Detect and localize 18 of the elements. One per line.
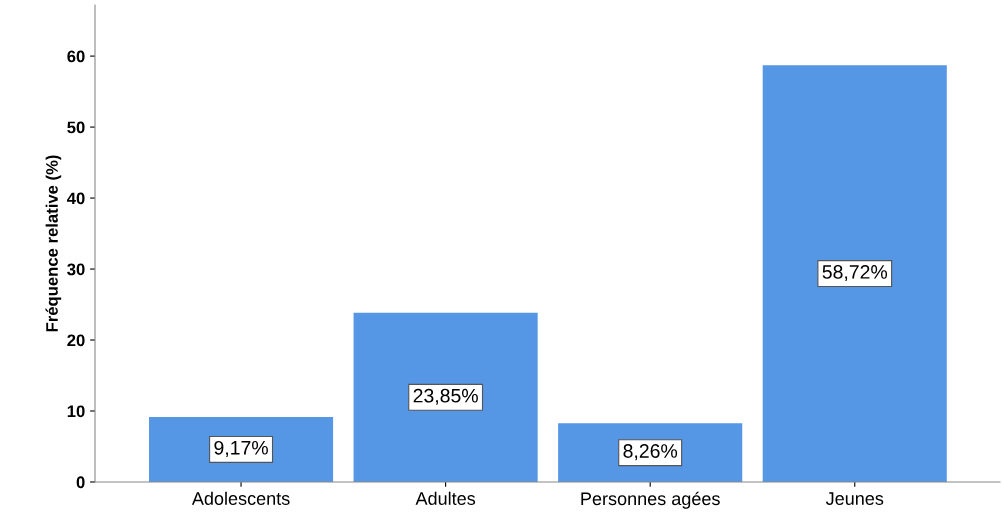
x-tick-label: Personnes agées xyxy=(581,491,720,509)
y-tick-label: 40 xyxy=(66,192,85,205)
data-label: 9,17% xyxy=(214,440,268,457)
y-tick-label: 60 xyxy=(67,50,85,63)
y-axis-title: Fréquence relative (%) xyxy=(45,155,62,332)
y-tick-label: 20 xyxy=(67,334,85,347)
y-tick-label: 0 xyxy=(76,476,85,489)
y-tick-label: 50 xyxy=(67,121,85,134)
x-tick-label: Adolescents xyxy=(191,491,290,505)
data-label: 23,85% xyxy=(413,388,478,405)
data-label: 8,26% xyxy=(623,444,678,461)
x-tick-label: Adultes xyxy=(415,491,476,505)
x-tick-label: Jeunes xyxy=(825,492,884,505)
y-tick-label: 30 xyxy=(67,263,85,276)
data-label: 58,72% xyxy=(822,265,888,282)
y-tick-label: 10 xyxy=(67,405,85,418)
bar xyxy=(353,312,538,482)
bar xyxy=(762,65,947,482)
